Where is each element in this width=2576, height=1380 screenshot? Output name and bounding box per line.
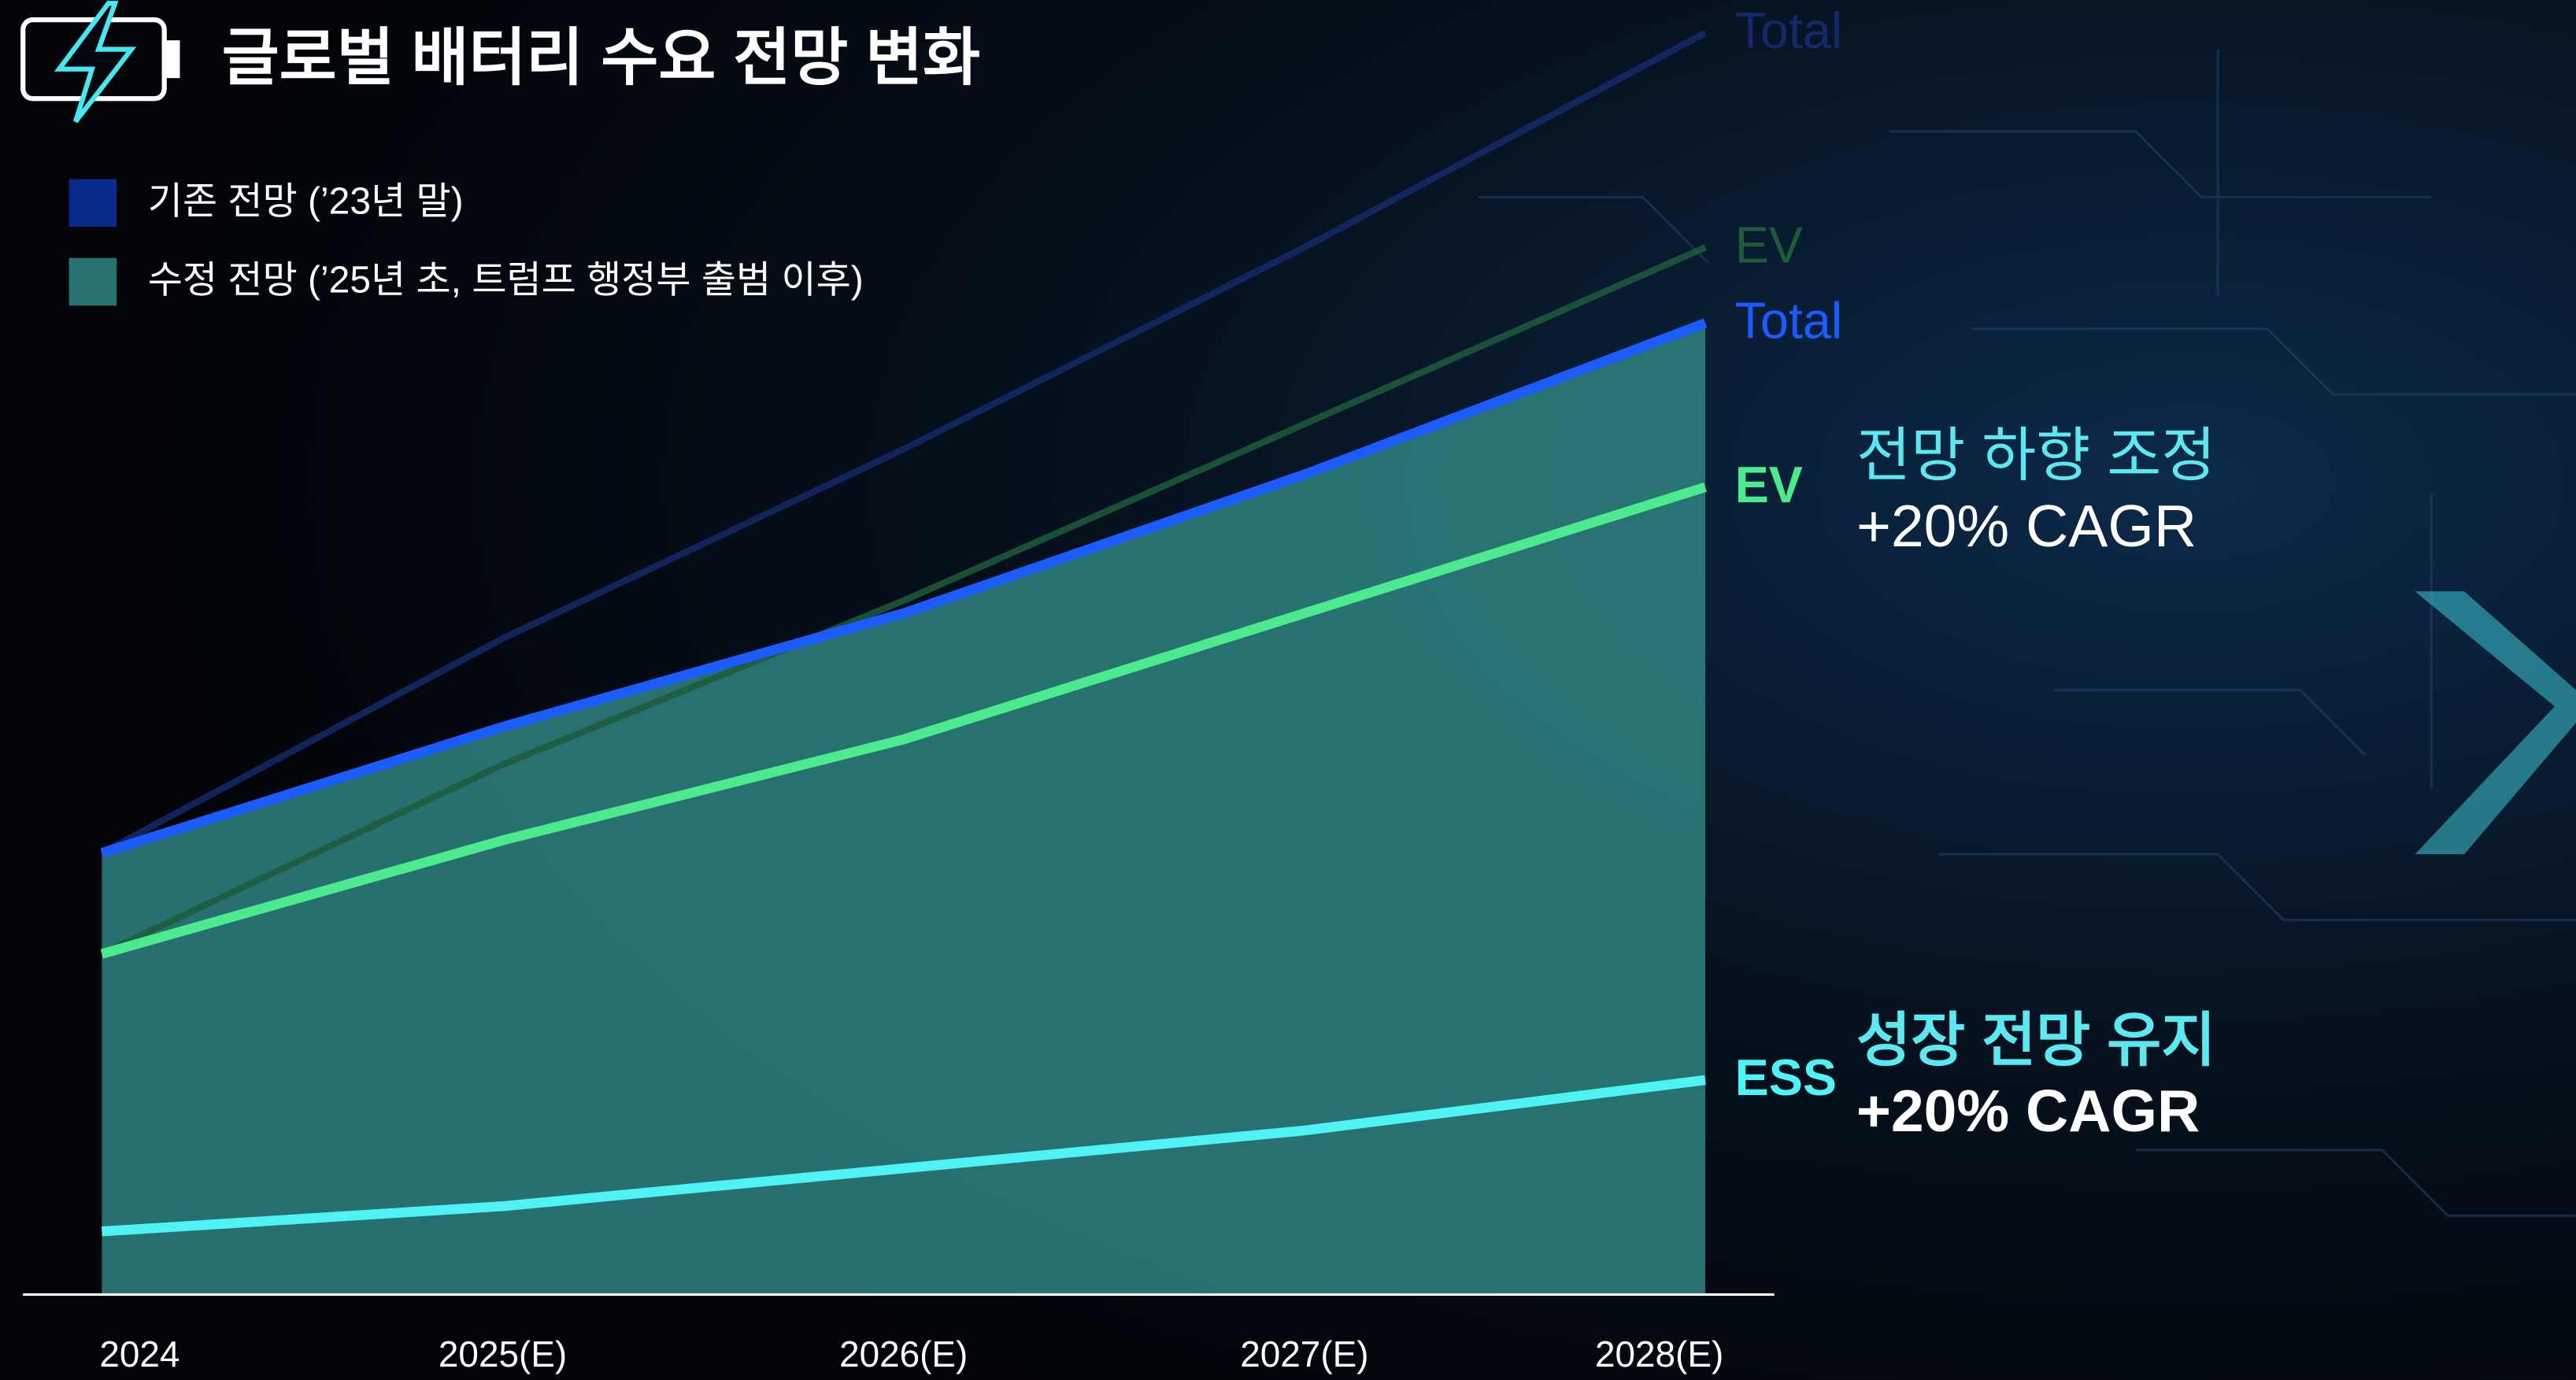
chart-title: 글로벌 배터리 수요 전망 변화 <box>222 22 980 92</box>
legend-label: 기존 전망 (’23년 말) <box>148 180 464 222</box>
series-end-label: EV <box>1735 216 1803 273</box>
series-end-label: Total <box>1735 2 1843 59</box>
x-tick-label: 2024 <box>99 1334 180 1374</box>
x-tick-label: 2028(E) <box>1595 1334 1723 1374</box>
series-end-label: EV <box>1735 456 1803 513</box>
legend-swatch <box>69 179 117 228</box>
annotation: 성장 전망 유지 <box>1856 1007 2215 1073</box>
annotation: 전망 하향 조정 <box>1856 422 2215 488</box>
page: 글로벌 배터리 수요 전망 변화 기존 전망 (’23년 말) 수정 전망 (’2… <box>0 0 2576 1380</box>
legend-swatch <box>69 258 117 306</box>
series-end-label: ESS <box>1735 1049 1837 1106</box>
legend-label: 수정 전망 (’25년 초, 트럼프 행정부 출범 이후) <box>148 260 864 302</box>
annotation: +20% CAGR <box>1856 493 2197 559</box>
annotation: +20% CAGR <box>1856 1078 2200 1144</box>
x-tick-label: 2026(E) <box>839 1334 968 1374</box>
series-end-label: Total <box>1735 292 1843 350</box>
x-tick-label: 2025(E) <box>439 1334 567 1374</box>
chart: 글로벌 배터리 수요 전망 변화 기존 전망 (’23년 말) 수정 전망 (’2… <box>0 0 2576 1380</box>
x-tick-label: 2027(E) <box>1240 1334 1368 1374</box>
